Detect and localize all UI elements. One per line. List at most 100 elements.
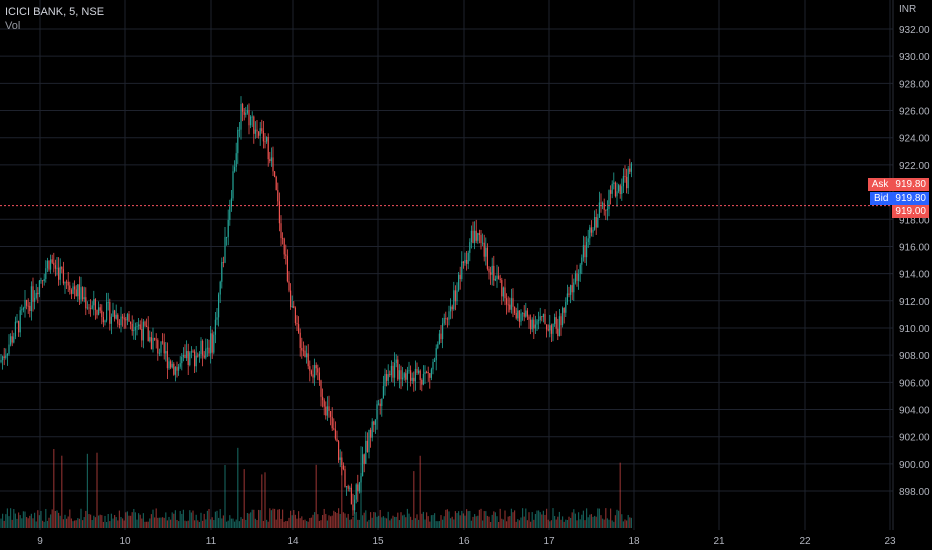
candle-body — [248, 110, 250, 126]
volume-bar — [552, 508, 554, 528]
candle-body — [32, 286, 34, 302]
volume-bar — [250, 512, 252, 528]
volume-bar — [83, 517, 85, 528]
volume-bar — [30, 513, 32, 528]
volume-bar — [195, 514, 197, 528]
volume-bar — [205, 519, 207, 528]
price-tick-label: 910.00 — [899, 324, 930, 335]
candle-body — [304, 350, 306, 358]
candle-body — [494, 278, 496, 281]
candle-body — [280, 223, 282, 239]
candle-body — [98, 307, 100, 315]
candle-body — [446, 318, 448, 320]
candle-body — [475, 230, 477, 241]
candle-body — [510, 298, 512, 310]
candle-body — [578, 273, 580, 281]
volume-bar — [434, 513, 436, 528]
volume-bar — [165, 512, 167, 528]
candle-body — [142, 321, 144, 341]
volume-bar — [3, 520, 5, 528]
candle-body — [50, 259, 52, 270]
volume-bar — [278, 509, 280, 528]
candle-body — [243, 111, 245, 115]
volume-bar — [93, 515, 95, 528]
volume-bar — [101, 515, 103, 528]
candle-body — [168, 361, 170, 369]
candle-body — [438, 333, 440, 345]
candle-body — [571, 285, 573, 293]
volume-bar — [8, 516, 10, 528]
volume-bar — [174, 510, 176, 528]
volume-bar — [98, 515, 100, 528]
candle-body — [118, 323, 120, 326]
candle-body — [346, 486, 348, 488]
candle-body — [530, 319, 532, 330]
volume-bar — [408, 513, 410, 528]
volume-bar — [594, 515, 596, 528]
candle-body — [256, 129, 258, 132]
candle-body — [440, 333, 442, 340]
volume-bar — [466, 509, 468, 528]
volume-bar — [203, 513, 205, 528]
volume-bar — [42, 520, 44, 528]
candle-body — [302, 350, 304, 352]
volume-bar — [237, 447, 239, 528]
candle-body — [86, 307, 88, 309]
volume-bar — [358, 519, 360, 528]
volume-bar — [326, 520, 328, 528]
candle-body — [525, 310, 527, 317]
symbol-title[interactable]: ICICI BANK, 5, NSE — [5, 6, 105, 18]
candle-body — [99, 307, 101, 311]
candle-body — [498, 275, 500, 279]
price-tick-label: 906.00 — [899, 378, 930, 389]
volume-bar — [595, 516, 597, 528]
volume-bar — [525, 508, 527, 528]
volume-bar — [611, 520, 613, 528]
candle-body — [166, 351, 168, 369]
candle-body — [58, 267, 60, 280]
candle-body — [490, 272, 492, 275]
candle-body — [38, 280, 40, 295]
candle-body — [146, 325, 148, 327]
candle-body — [101, 310, 103, 317]
volume-bar — [123, 520, 125, 528]
volume-bar — [435, 521, 437, 528]
candle-body — [430, 369, 432, 378]
candle-body — [216, 317, 218, 320]
volume-bar — [285, 521, 287, 528]
candle-body — [402, 377, 404, 380]
volume-bar — [104, 515, 106, 528]
candle-body — [30, 286, 32, 312]
volume-bar — [296, 518, 298, 528]
volume-bar — [38, 515, 40, 528]
candle-body — [218, 294, 220, 318]
candle-body — [107, 302, 109, 303]
candle-body — [461, 261, 463, 280]
volume-bar — [587, 517, 589, 528]
volume-bar — [221, 518, 223, 528]
time-axis[interactable]: 9 10 11 14 15 16 17 18 21 22 23 — [37, 536, 896, 547]
volume-bar — [45, 508, 47, 528]
volume-bar — [170, 519, 172, 528]
volume-bar — [194, 520, 196, 528]
candle-body — [616, 191, 618, 197]
volume-bar — [627, 514, 629, 528]
volume-bar — [142, 513, 144, 528]
candle-body — [493, 265, 495, 281]
chart-header: ICICI BANK, 5, NSE Vol — [5, 5, 104, 33]
volume-bar — [230, 518, 232, 528]
volume-bar — [317, 514, 319, 528]
candle-body — [322, 396, 324, 401]
candle-body — [307, 353, 309, 367]
candle-body — [117, 314, 119, 324]
candle-body — [139, 324, 141, 329]
candle-body — [466, 259, 468, 264]
candle-body — [26, 300, 28, 306]
candle-body — [411, 377, 413, 381]
price-axis[interactable]: 932.00 930.00 928.00 926.00 924.00 922.00 918.… — [899, 25, 930, 498]
volume-bar — [339, 513, 341, 528]
candle-body — [349, 487, 351, 489]
candle-body — [242, 104, 244, 112]
candle-body — [123, 318, 125, 320]
